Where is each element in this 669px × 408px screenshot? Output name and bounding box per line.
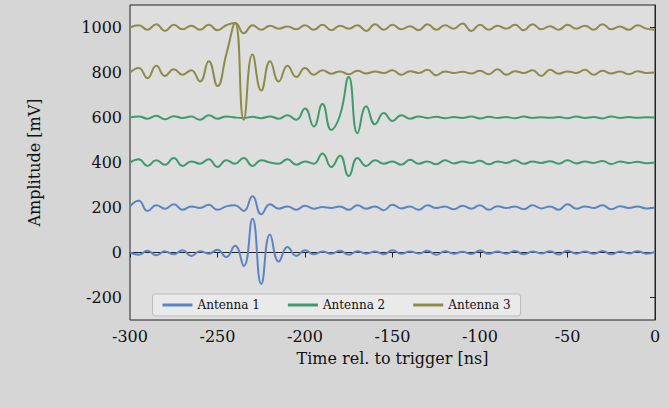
svg-text:Antenna 2: Antenna 2 (322, 298, 385, 312)
svg-text:Antenna 1: Antenna 1 (197, 298, 260, 312)
svg-text:1000: 1000 (81, 18, 122, 37)
svg-text:0: 0 (650, 327, 660, 346)
svg-text:-50: -50 (555, 327, 581, 346)
svg-text:-300: -300 (112, 327, 148, 346)
svg-text:-200: -200 (86, 288, 122, 307)
svg-text:Amplitude [mV]: Amplitude [mV] (25, 99, 44, 228)
svg-text:-200: -200 (287, 327, 323, 346)
svg-text:400: 400 (91, 153, 122, 172)
svg-text:200: 200 (91, 198, 122, 217)
svg-text:-100: -100 (462, 327, 498, 346)
svg-text:Antenna 3: Antenna 3 (447, 298, 510, 312)
svg-text:-250: -250 (200, 327, 236, 346)
svg-text:800: 800 (91, 63, 122, 82)
svg-text:Time rel. to trigger [ns]: Time rel. to trigger [ns] (297, 349, 489, 368)
svg-text:600: 600 (91, 108, 122, 127)
svg-text:0: 0 (112, 243, 122, 262)
svg-text:-150: -150 (375, 327, 411, 346)
